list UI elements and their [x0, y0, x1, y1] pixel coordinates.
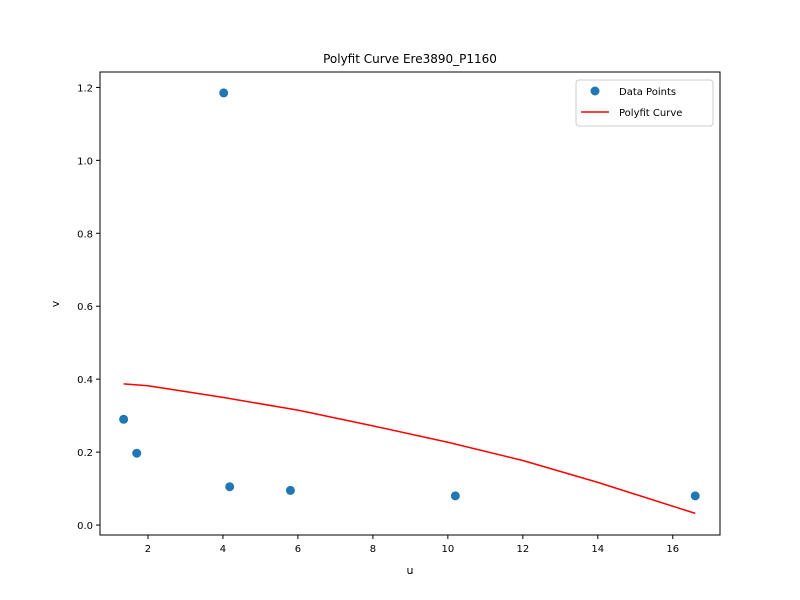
x-axis: 2 4 6 8 10 12 14 16	[145, 535, 679, 555]
y-tick-label: 0.4	[77, 375, 93, 386]
x-tick-label: 6	[295, 544, 301, 555]
x-tick-label: 14	[591, 544, 604, 555]
y-tick-label: 0.0	[77, 521, 93, 532]
legend-marker-data-points	[590, 86, 600, 96]
data-point-0	[119, 414, 129, 424]
legend-box	[575, 79, 714, 127]
data-point-1	[132, 448, 142, 458]
y-tick-label: 0.6	[77, 302, 93, 313]
x-tick-label: 12	[516, 544, 529, 555]
x-axis-label: u	[407, 564, 414, 577]
x-tick-label: 10	[441, 544, 454, 555]
plot-frame	[99, 71, 721, 536]
x-tick-label: 8	[370, 544, 376, 555]
y-tick-label: 1.2	[77, 83, 93, 94]
y-tick-label: 0.2	[77, 448, 93, 459]
y-tick-label: 1.0	[77, 156, 93, 167]
data-point-3	[225, 482, 235, 492]
data-point-6	[690, 491, 700, 501]
x-tick-label: 16	[666, 544, 679, 555]
x-tick-label: 4	[220, 544, 226, 555]
x-tick-label: 2	[145, 544, 151, 555]
y-axis-label: v	[49, 300, 62, 307]
data-point-4	[285, 485, 295, 495]
chart-title: Polyfit Curve Ere3890_P1160	[323, 52, 497, 66]
y-tick-label: 0.8	[77, 229, 93, 240]
plot-area	[119, 88, 700, 515]
legend: Data Points Polyfit Curve	[575, 79, 714, 127]
polyfit-curve-line	[123, 383, 696, 515]
data-point-2	[219, 88, 229, 98]
legend-label-polyfit-curve: Polyfit Curve	[619, 108, 682, 119]
y-axis: 0.0 0.2 0.4 0.6 0.8 1.0 1.2	[77, 83, 100, 532]
data-point-5	[450, 491, 460, 501]
legend-label-data-points: Data Points	[619, 87, 676, 98]
